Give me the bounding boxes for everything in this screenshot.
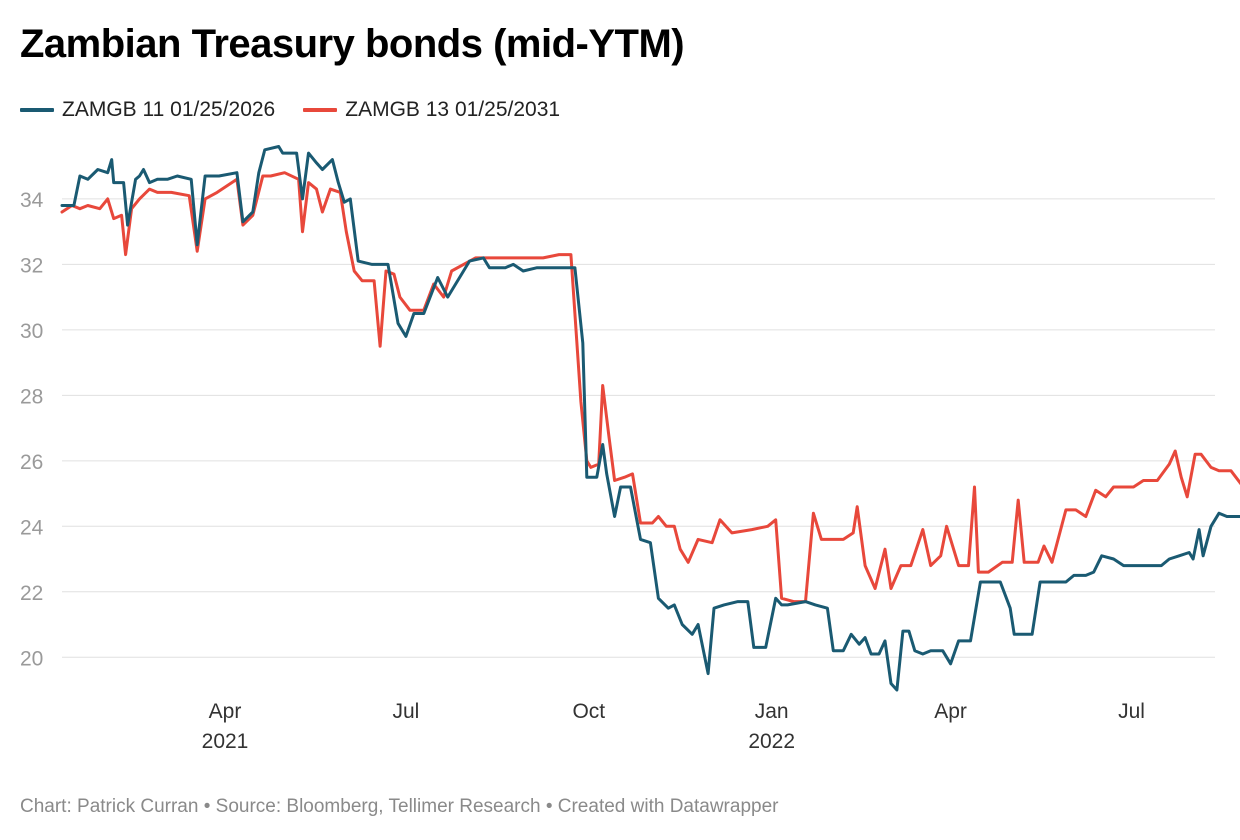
y-tick-label: 22 xyxy=(20,582,43,605)
y-tick-label: 32 xyxy=(20,254,43,277)
x-tick-label: Oct xyxy=(572,700,605,723)
y-tick-label: 20 xyxy=(20,647,43,670)
x-tick-label: Apr xyxy=(934,700,967,723)
legend-item-series-2: ZAMGB 13 01/25/2031 xyxy=(303,98,560,122)
series-line-2 xyxy=(60,171,1240,604)
legend-label-series-1: ZAMGB 11 01/25/2026 xyxy=(62,98,276,121)
legend-item-series-1: ZAMGB 11 01/25/2026 xyxy=(20,98,275,122)
x-tick-label: Jan xyxy=(755,700,789,723)
x-tick-year-label: 2022 xyxy=(748,730,795,753)
y-tick-label: 26 xyxy=(20,451,43,474)
chart-footer: Chart: Patrick Curran • Source: Bloomber… xyxy=(20,796,779,817)
chart-title: Zambian Treasury bonds (mid-YTM) xyxy=(20,22,685,66)
y-tick-label: 30 xyxy=(20,320,43,343)
series-line-1 xyxy=(60,145,1240,692)
legend-label-series-2: ZAMGB 13 01/25/2031 xyxy=(345,98,561,121)
x-tick-label: Jul xyxy=(392,700,419,723)
x-tick-label: Apr xyxy=(209,700,242,723)
legend: ZAMGB 11 01/25/2026 ZAMGB 13 01/25/2031 xyxy=(20,98,560,122)
y-tick-label: 24 xyxy=(20,516,44,539)
y-tick-label: 34 xyxy=(20,189,44,212)
legend-swatch-series-2 xyxy=(303,108,338,112)
x-tick-label: Jul xyxy=(1118,700,1145,723)
x-tick-year-label: 2021 xyxy=(202,730,249,753)
legend-swatch-series-1 xyxy=(20,108,54,112)
y-tick-label: 28 xyxy=(20,385,43,408)
